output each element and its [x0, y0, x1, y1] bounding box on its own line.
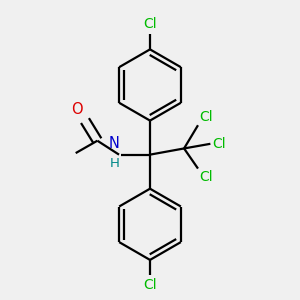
- Text: Cl: Cl: [212, 137, 226, 151]
- Text: Cl: Cl: [143, 278, 157, 292]
- Text: Cl: Cl: [200, 110, 213, 124]
- Text: O: O: [71, 102, 82, 117]
- Text: H: H: [110, 157, 120, 170]
- Text: Cl: Cl: [200, 170, 213, 184]
- Text: Cl: Cl: [143, 17, 157, 31]
- Text: N: N: [109, 136, 120, 151]
